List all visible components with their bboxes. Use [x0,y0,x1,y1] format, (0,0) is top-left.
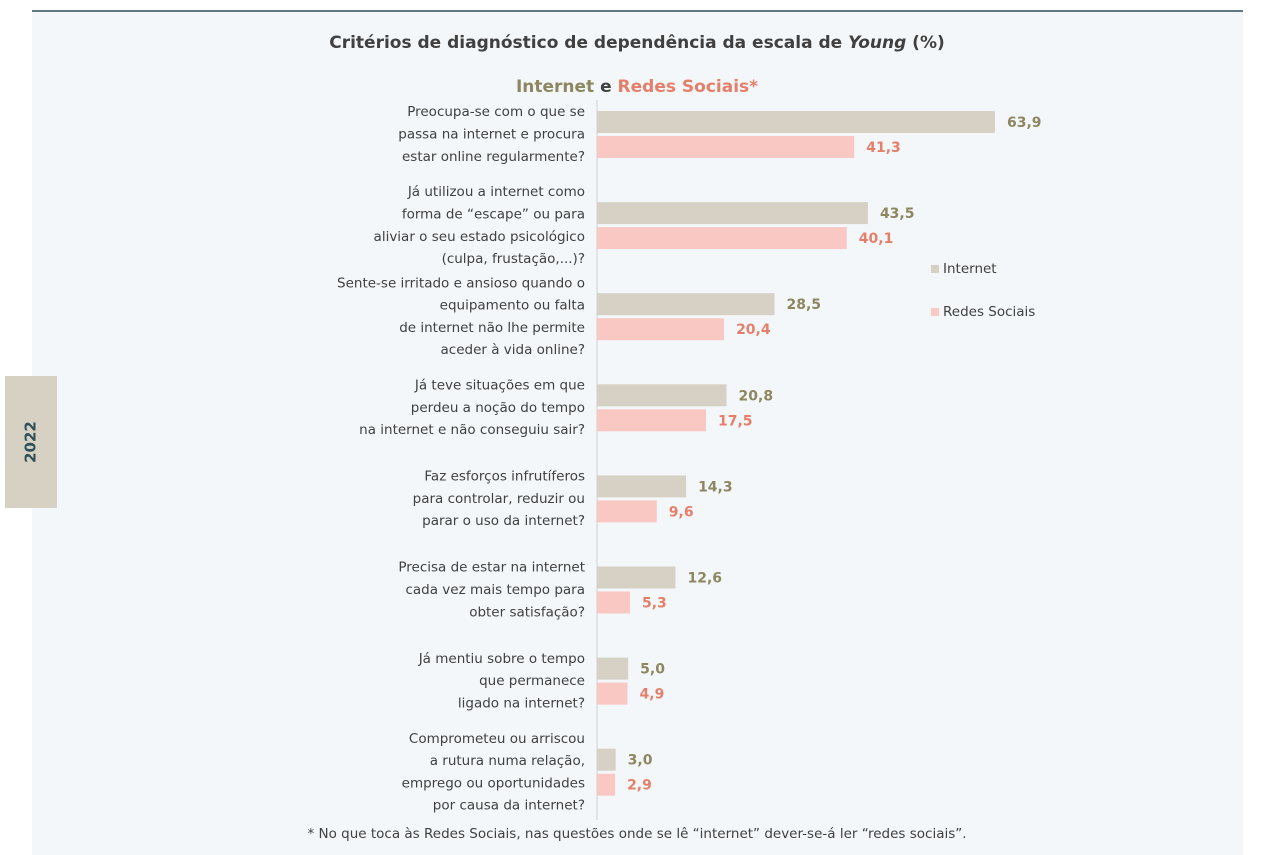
category-label: perdeu a noção do tempo [411,400,585,416]
bar [597,657,629,680]
chart-title: Critérios de diagnóstico de dependência … [329,33,945,53]
bar [597,202,868,225]
bar [597,500,657,523]
title-part: Critérios de diagnóstico de dependência … [329,33,848,53]
bar [597,748,616,771]
subtitle-part: Redes Sociais* [618,77,759,97]
category-label: aceder à vida online? [441,342,586,358]
value-label: 43,5 [880,206,915,222]
bar [597,384,727,407]
category-label: Já utilizou a internet como [407,184,585,200]
value-label: 20,8 [739,388,774,404]
bar [597,682,628,705]
category-label: (culpa, frustação,...)? [442,251,585,267]
bar [597,136,855,158]
bar [597,409,706,432]
category-label: passa na internet e procura [398,127,585,143]
category-label: Sente-se irritado e ansioso quando o [337,275,585,291]
value-label: 9,6 [669,504,694,520]
value-label: 4,9 [640,687,665,703]
value-label: 12,6 [687,571,722,587]
category-label: para controlar, reduzir ou [413,491,585,507]
category-label: por causa da internet? [433,798,585,814]
bar [597,111,996,133]
footnote: * No que toca às Redes Sociais, nas ques… [307,826,966,842]
category-label: emprego ou oportunidades [402,775,585,791]
legend-label: Internet [943,261,997,277]
category-label: Já mentiu sobre o tempo [418,651,585,667]
category-label: Preocupa-se com o que se [407,104,585,120]
category-label: cada vez mais tempo para [405,582,585,598]
side-label: 2022 [22,421,40,463]
value-label: 2,9 [627,778,652,794]
value-label: 63,9 [1007,115,1042,131]
category-label: na internet e não conseguiu sair? [359,422,585,438]
value-label: 5,0 [640,662,665,678]
legend-label: Redes Sociais [943,304,1035,320]
value-label: 3,0 [628,753,653,769]
bar [597,318,725,341]
side-box [5,376,57,508]
subtitle-part: Internet [516,77,594,97]
category-label: de internet não lhe permite [399,320,585,336]
category-label: parar o uso da internet? [422,513,585,529]
value-label: 20,4 [736,322,771,338]
value-label: 14,3 [698,479,733,495]
bar [597,475,687,498]
title-part: (%) [906,33,945,53]
value-label: 5,3 [642,596,667,612]
legend-swatch [931,308,939,316]
value-label: 17,5 [718,413,753,429]
subtitle-part: e [594,77,617,97]
value-label: 41,3 [866,140,901,156]
category-label: Faz esforços infrutíferos [424,469,585,485]
category-label: Já teve situações em que [414,378,585,394]
chart-subtitle: Internet e Redes Sociais* [516,77,758,97]
bar [597,773,616,796]
category-label: equipamento ou falta [440,298,585,314]
category-label: forma de “escape” ou para [402,206,585,222]
category-label: Precisa de estar na internet [398,560,585,576]
title-part: Young [848,33,906,53]
bar [597,591,631,614]
category-label: Comprometeu ou arriscou [409,731,585,747]
category-label: a rutura numa relação, [430,753,585,769]
value-label: 40,1 [859,231,894,247]
bar [597,566,676,589]
category-label: ligado na internet? [458,695,585,711]
category-label: estar online regularmente? [402,149,585,165]
value-label: 28,5 [787,297,822,313]
category-label: que permanece [479,673,585,689]
legend-swatch [931,265,939,273]
category-label: obter satisfação? [469,604,585,620]
category-label: aliviar o seu estado psicológico [374,229,585,245]
bar [597,293,775,316]
bar [597,227,847,250]
